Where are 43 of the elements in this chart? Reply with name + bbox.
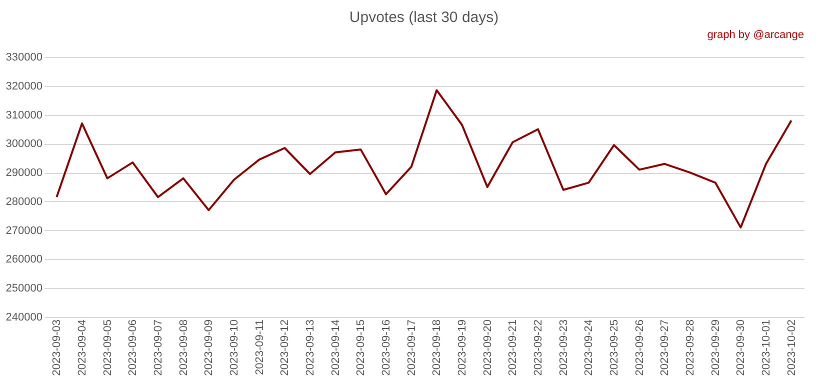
x-tick-label: 2023-09-12: [279, 320, 292, 376]
x-tick-label: 2023-09-27: [659, 320, 672, 376]
x-tick-label: 2023-09-08: [178, 320, 190, 376]
y-tick-label: 300000: [6, 138, 42, 150]
y-tick-label: 330000: [6, 52, 42, 64]
x-tick-label: 2023-09-29: [710, 320, 722, 376]
y-tick-label: 310000: [6, 109, 42, 122]
line-series: [56, 89, 792, 228]
x-tick-label: 2023-09-18: [431, 320, 444, 376]
y-tick-label: 240000: [6, 312, 42, 324]
x-tick-label: 2023-09-09: [203, 320, 216, 376]
x-tick-label: 2023-09-21: [507, 320, 520, 376]
chart-title: Upvotes (last 30 days): [349, 9, 499, 26]
x-tick-label: 2023-09-28: [684, 320, 696, 376]
x-tick-label: 2023-09-25: [608, 320, 620, 376]
x-tick-label: 2023-09-07: [152, 320, 164, 376]
x-tick-label: 2023-09-30: [735, 320, 748, 376]
y-tick-label: 250000: [6, 282, 42, 295]
x-tick-label: 2023-09-22: [532, 320, 544, 376]
y-tick-label: 290000: [6, 167, 42, 180]
x-tick-label: 2023-09-11: [254, 320, 266, 375]
y-tick-label: 280000: [6, 196, 42, 208]
y-tick-label: 320000: [6, 80, 42, 92]
text: graph by @arcange: [707, 29, 804, 41]
x-tick-label: 2023-09-10: [228, 320, 240, 376]
y-tick-label: 260000: [6, 254, 42, 266]
x-tick-label: 2023-09-26: [634, 320, 646, 376]
x-tick-label: 2023-09-17: [406, 320, 418, 376]
x-tick-label: 2023-09-20: [482, 320, 494, 376]
x-tick-label: 2023-09-19: [456, 320, 468, 376]
x-tick-label: 2023-09-05: [102, 320, 114, 376]
x-tick-label: 2023-09-06: [127, 320, 140, 376]
x-tick-label: 2023-10-02: [786, 320, 798, 376]
x-tick-label: 2023-10-01: [760, 320, 772, 376]
x-tick-label: 2023-09-14: [330, 320, 342, 376]
y-tick-label: 270000: [6, 224, 42, 237]
x-tick-label: 2023-09-24: [583, 320, 596, 376]
x-tick-label: 2023-09-23: [558, 320, 570, 376]
x-tick-label: 2023-09-15: [355, 320, 368, 376]
x-tick-label: 2023-09-04: [76, 320, 88, 376]
x-tick-label: 2023-09-03: [51, 320, 64, 376]
x-tick-label: 2023-09-16: [380, 320, 392, 376]
x-tick-label: 2023-09-13: [304, 320, 316, 376]
